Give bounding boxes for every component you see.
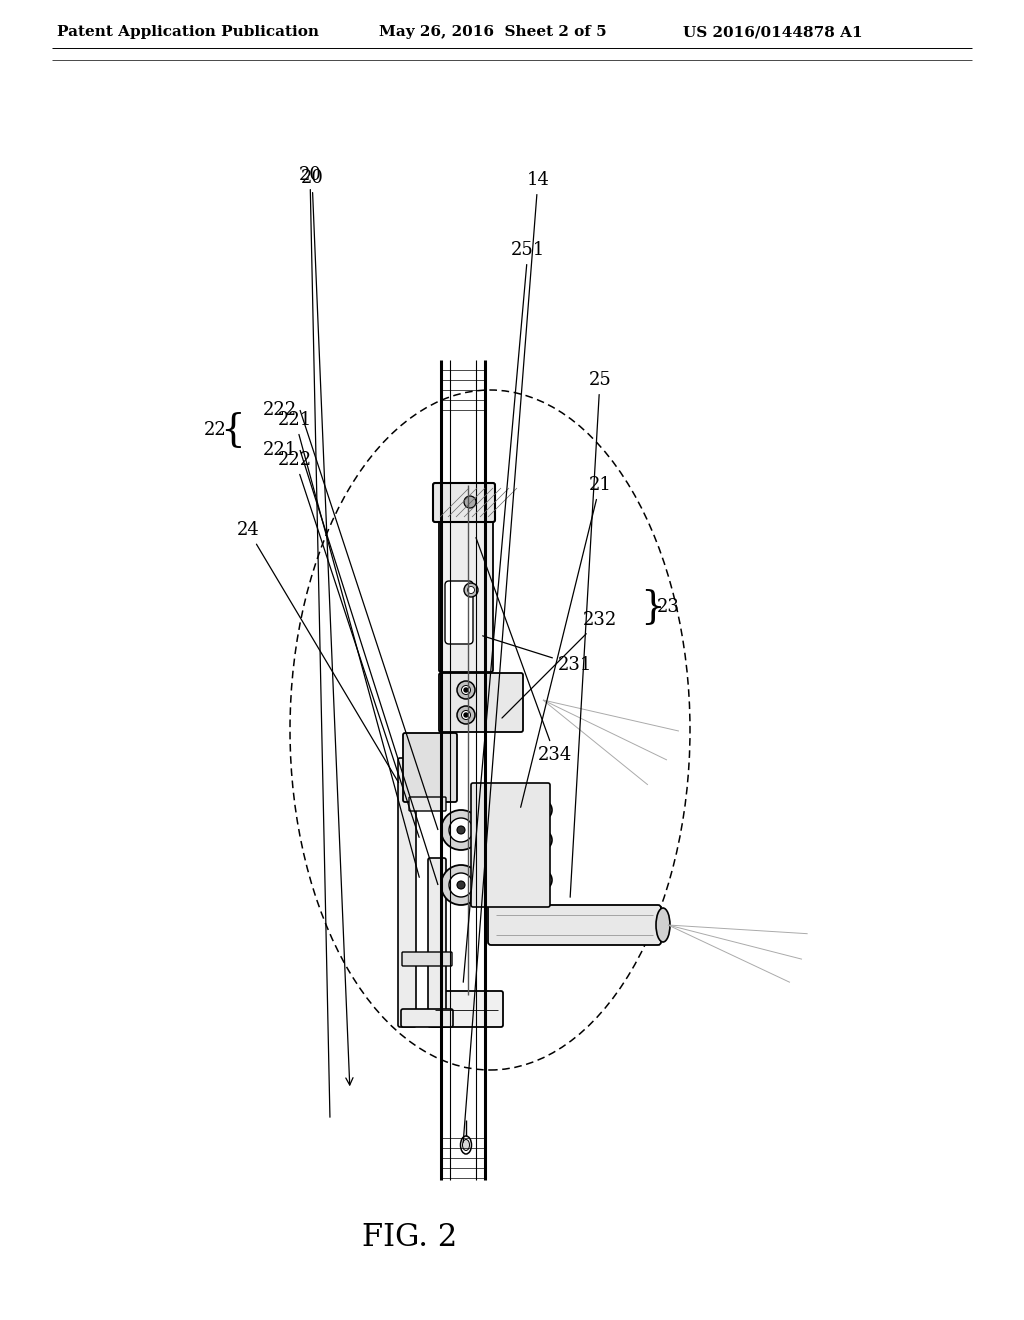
- FancyBboxPatch shape: [428, 858, 446, 1027]
- Ellipse shape: [508, 870, 528, 890]
- Ellipse shape: [540, 837, 545, 842]
- Text: 24: 24: [237, 521, 398, 783]
- Text: 25: 25: [570, 371, 611, 898]
- FancyBboxPatch shape: [398, 758, 416, 1027]
- Ellipse shape: [464, 496, 476, 508]
- Text: 21: 21: [520, 477, 611, 808]
- Text: 251: 251: [463, 242, 545, 982]
- Ellipse shape: [457, 706, 475, 723]
- Ellipse shape: [532, 870, 552, 890]
- Ellipse shape: [508, 800, 528, 820]
- Ellipse shape: [457, 826, 465, 834]
- Text: 20: 20: [301, 169, 353, 1085]
- Ellipse shape: [532, 800, 552, 820]
- Ellipse shape: [656, 908, 670, 942]
- Text: 23: 23: [656, 598, 680, 616]
- Ellipse shape: [537, 874, 548, 886]
- Ellipse shape: [512, 874, 523, 886]
- Text: 20: 20: [299, 166, 330, 1117]
- Ellipse shape: [515, 808, 520, 813]
- Text: 231: 231: [482, 636, 592, 675]
- Text: 221: 221: [278, 411, 419, 878]
- Text: 222: 222: [263, 401, 297, 418]
- Text: 234: 234: [476, 537, 572, 764]
- FancyBboxPatch shape: [439, 517, 493, 672]
- Text: 222: 222: [278, 451, 419, 837]
- FancyBboxPatch shape: [433, 483, 495, 521]
- Ellipse shape: [508, 830, 528, 850]
- FancyBboxPatch shape: [431, 991, 503, 1027]
- Ellipse shape: [441, 810, 481, 850]
- Ellipse shape: [462, 685, 470, 694]
- Ellipse shape: [515, 878, 520, 883]
- Ellipse shape: [512, 834, 523, 846]
- Ellipse shape: [457, 880, 465, 888]
- FancyBboxPatch shape: [488, 906, 662, 945]
- FancyBboxPatch shape: [402, 952, 452, 966]
- Ellipse shape: [540, 878, 545, 883]
- Ellipse shape: [463, 1139, 469, 1151]
- FancyBboxPatch shape: [439, 673, 523, 733]
- Ellipse shape: [449, 818, 473, 842]
- FancyBboxPatch shape: [445, 581, 473, 644]
- FancyBboxPatch shape: [403, 733, 457, 803]
- Ellipse shape: [464, 713, 468, 717]
- Text: {: {: [220, 412, 245, 449]
- Text: FIG. 2: FIG. 2: [362, 1222, 458, 1254]
- Text: 232: 232: [502, 611, 617, 718]
- Text: 14: 14: [463, 172, 550, 1142]
- Ellipse shape: [537, 834, 548, 846]
- Ellipse shape: [457, 681, 475, 700]
- Text: May 26, 2016  Sheet 2 of 5: May 26, 2016 Sheet 2 of 5: [379, 25, 607, 40]
- Ellipse shape: [468, 586, 474, 594]
- Ellipse shape: [532, 830, 552, 850]
- Text: 22: 22: [204, 421, 226, 440]
- Ellipse shape: [515, 837, 520, 842]
- Text: 221: 221: [263, 441, 297, 459]
- Ellipse shape: [441, 865, 481, 906]
- Ellipse shape: [464, 583, 478, 597]
- Ellipse shape: [540, 808, 545, 813]
- Text: Patent Application Publication: Patent Application Publication: [57, 25, 319, 40]
- Ellipse shape: [449, 873, 473, 898]
- FancyBboxPatch shape: [409, 797, 446, 810]
- Ellipse shape: [537, 804, 548, 816]
- Ellipse shape: [461, 1137, 471, 1154]
- Ellipse shape: [512, 804, 523, 816]
- Ellipse shape: [464, 688, 468, 692]
- Text: US 2016/0144878 A1: US 2016/0144878 A1: [683, 25, 863, 40]
- FancyBboxPatch shape: [471, 783, 550, 907]
- Ellipse shape: [462, 710, 470, 719]
- FancyBboxPatch shape: [401, 1008, 453, 1027]
- Text: }: }: [640, 589, 665, 626]
